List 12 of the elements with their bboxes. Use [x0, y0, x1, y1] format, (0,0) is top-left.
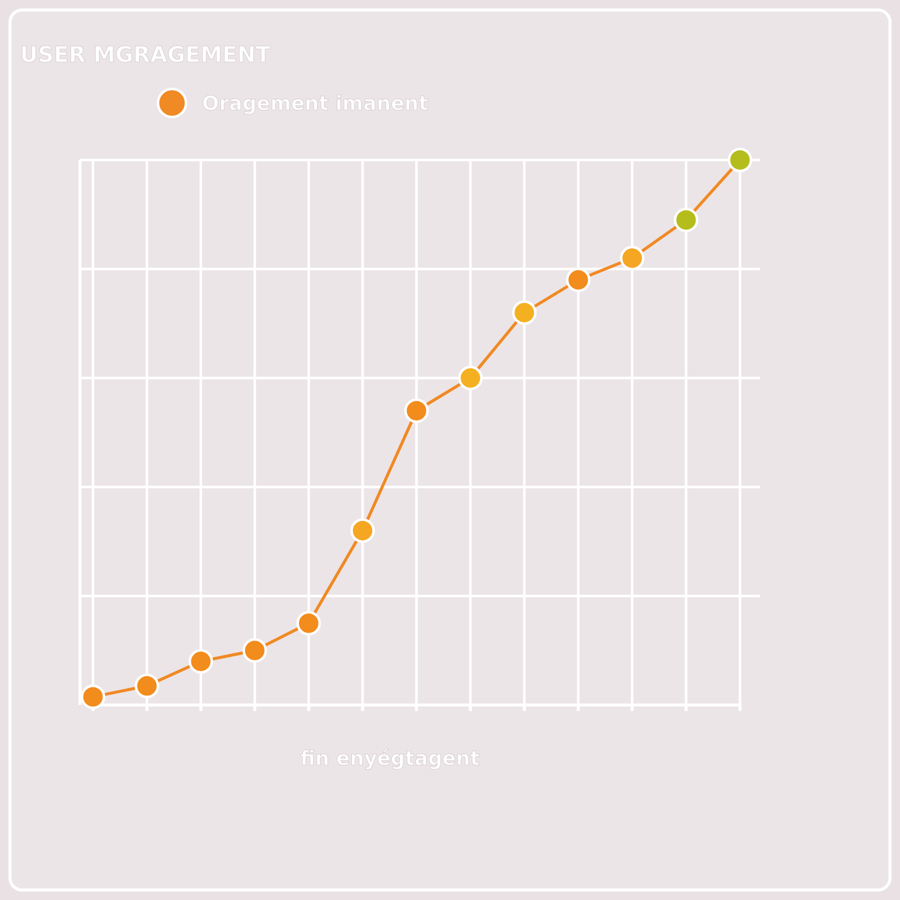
- point: [404, 398, 429, 423]
- point: [188, 649, 214, 674]
- point: [512, 300, 537, 325]
- point: [134, 674, 160, 698]
- point: [458, 366, 483, 390]
- point: [242, 638, 267, 663]
- point: [674, 208, 698, 232]
- point: [728, 148, 752, 172]
- point: [80, 684, 106, 710]
- point: [566, 268, 590, 292]
- point: [350, 518, 375, 543]
- point: [296, 611, 321, 636]
